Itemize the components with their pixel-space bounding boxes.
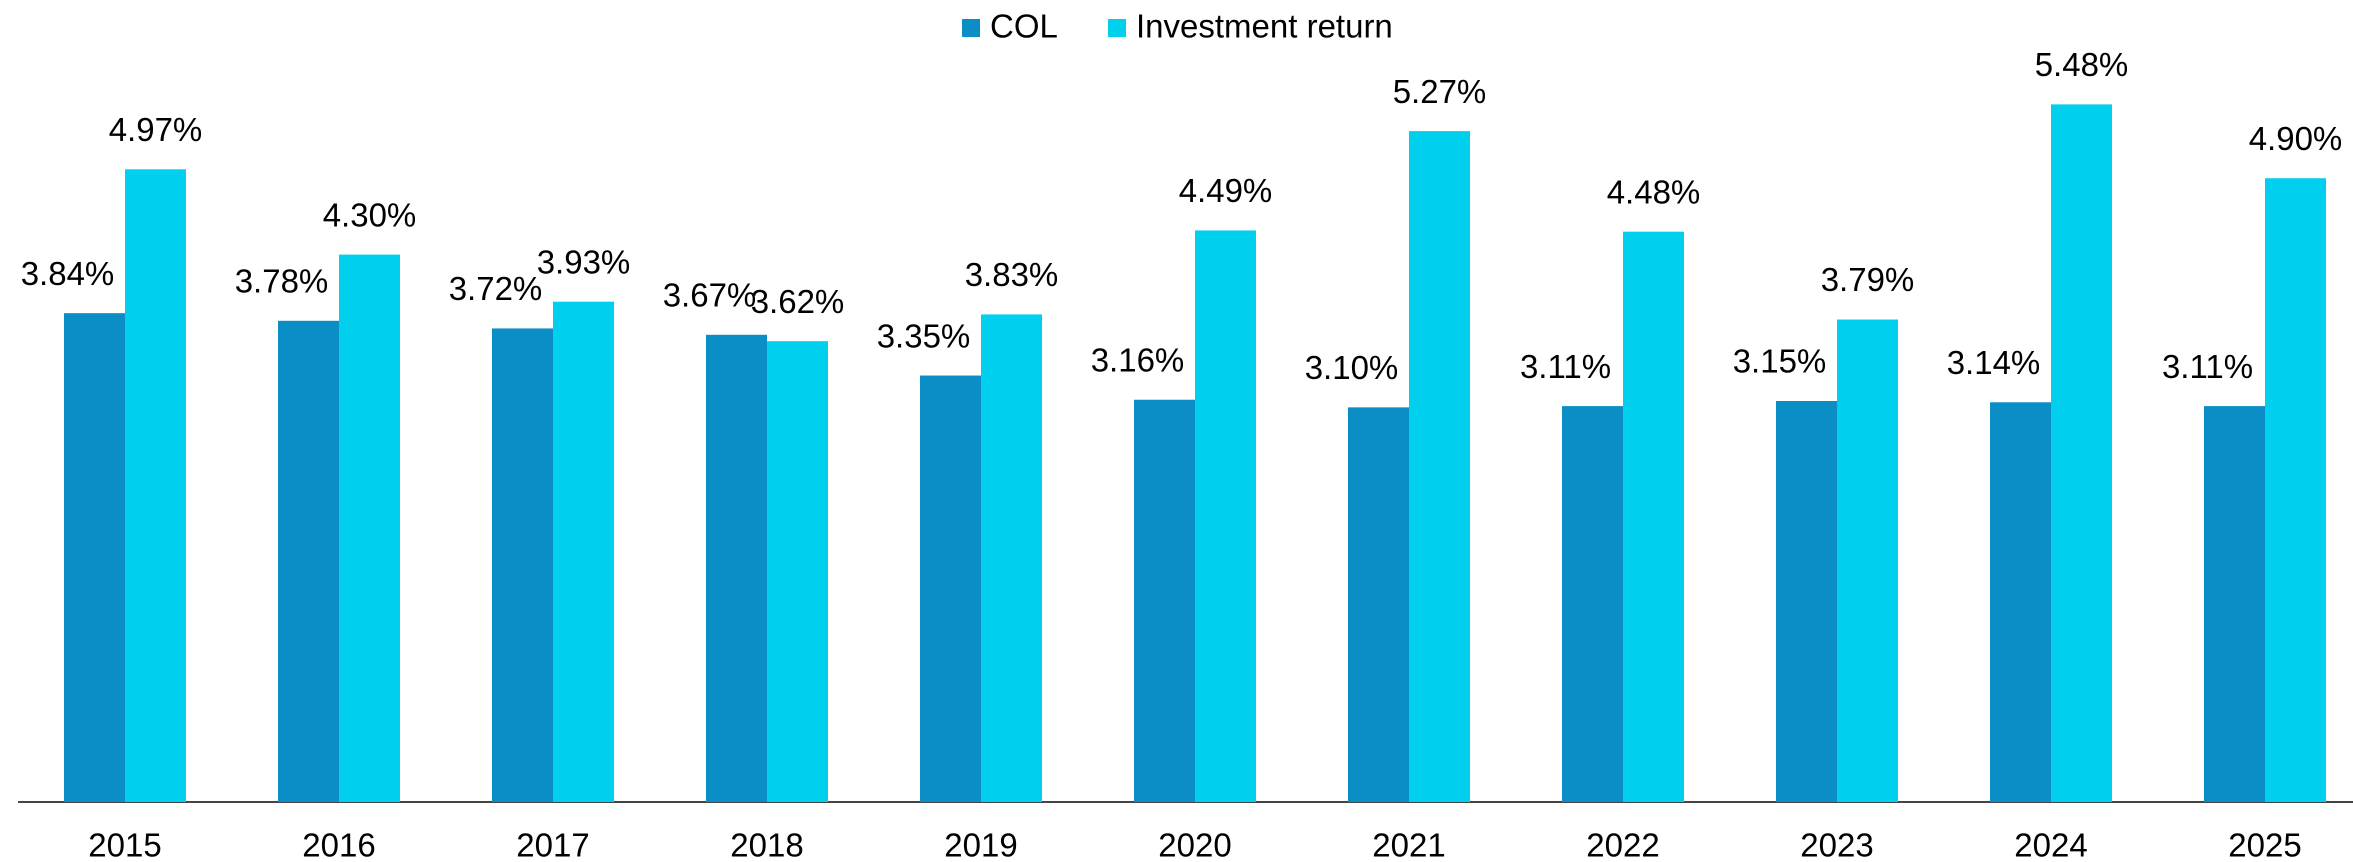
bar bbox=[553, 301, 614, 802]
bar bbox=[767, 341, 828, 802]
value-label: 3.11% bbox=[1520, 348, 1611, 385]
value-label: 3.93% bbox=[537, 243, 631, 280]
value-label: 3.35% bbox=[877, 317, 971, 354]
value-label: 3.14% bbox=[1947, 344, 2041, 381]
bar bbox=[1776, 401, 1837, 802]
legend-swatch bbox=[1108, 19, 1126, 37]
bar bbox=[64, 313, 125, 802]
value-label: 3.11% bbox=[2162, 348, 2253, 385]
value-label: 3.78% bbox=[235, 263, 329, 300]
x-tick-label: 2023 bbox=[1800, 827, 1873, 862]
bar bbox=[125, 169, 186, 803]
value-label: 3.10% bbox=[1305, 349, 1399, 386]
bar bbox=[2265, 178, 2326, 802]
value-label: 4.49% bbox=[1179, 172, 1273, 209]
bar bbox=[1134, 399, 1195, 802]
bar bbox=[2204, 406, 2265, 802]
bar bbox=[1348, 407, 1409, 802]
value-label: 5.27% bbox=[1393, 73, 1487, 110]
bar bbox=[706, 334, 767, 802]
bar bbox=[1837, 319, 1898, 802]
bar bbox=[1990, 402, 2051, 802]
bar bbox=[278, 320, 339, 802]
bar bbox=[1195, 230, 1256, 802]
bar bbox=[2051, 104, 2112, 802]
x-tick-label: 2021 bbox=[1372, 827, 1445, 862]
value-label: 3.67% bbox=[663, 277, 757, 314]
bar bbox=[1623, 231, 1684, 802]
x-tick-label: 2018 bbox=[730, 827, 803, 862]
value-label: 3.79% bbox=[1821, 261, 1915, 298]
value-label: 3.84% bbox=[21, 255, 115, 292]
legend-swatch bbox=[962, 19, 980, 37]
value-label: 3.72% bbox=[449, 270, 543, 307]
value-label: 3.83% bbox=[965, 256, 1059, 293]
value-label: 4.97% bbox=[109, 111, 203, 148]
x-tick-label: 2024 bbox=[2014, 827, 2087, 862]
legend-label: Investment return bbox=[1136, 8, 1393, 45]
legend-label: COL bbox=[990, 8, 1058, 45]
value-label: 3.15% bbox=[1733, 343, 1827, 380]
bar bbox=[339, 254, 400, 803]
value-label: 4.48% bbox=[1607, 173, 1701, 210]
x-tick-label: 2022 bbox=[1586, 827, 1659, 862]
value-label: 4.90% bbox=[2249, 120, 2343, 157]
value-label: 3.62% bbox=[751, 283, 845, 320]
x-tick-label: 2019 bbox=[944, 827, 1017, 862]
value-label: 5.48% bbox=[2035, 46, 2129, 83]
x-tick-label: 2020 bbox=[1158, 827, 1231, 862]
x-tick-label: 2017 bbox=[516, 827, 589, 862]
value-label: 4.30% bbox=[323, 196, 417, 233]
x-tick-label: 2016 bbox=[302, 827, 375, 862]
value-label: 3.16% bbox=[1091, 341, 1185, 378]
bar bbox=[1409, 131, 1470, 803]
x-tick-label: 2015 bbox=[88, 827, 161, 862]
x-tick-label: 2025 bbox=[2228, 827, 2301, 862]
bar bbox=[981, 314, 1042, 802]
bar bbox=[492, 328, 553, 802]
bar bbox=[1562, 406, 1623, 802]
bar bbox=[920, 375, 981, 802]
